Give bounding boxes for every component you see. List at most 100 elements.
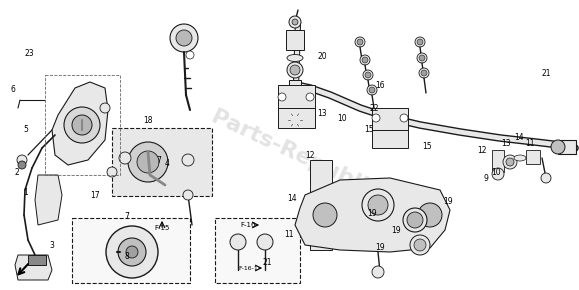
Circle shape	[118, 238, 146, 266]
Polygon shape	[278, 108, 315, 128]
Bar	[112, 128, 212, 196]
Bar	[558, 140, 576, 154]
Circle shape	[72, 115, 92, 135]
Text: 13: 13	[317, 108, 327, 118]
Circle shape	[362, 57, 368, 63]
Circle shape	[186, 51, 194, 59]
Ellipse shape	[514, 155, 526, 161]
Bar	[286, 30, 304, 50]
Circle shape	[357, 39, 363, 45]
Circle shape	[417, 39, 423, 45]
Circle shape	[367, 85, 377, 95]
Circle shape	[290, 65, 300, 75]
Text: 15: 15	[364, 124, 374, 134]
Polygon shape	[278, 85, 315, 108]
Text: 14: 14	[287, 194, 297, 203]
Text: 15: 15	[423, 142, 433, 151]
Circle shape	[365, 72, 371, 78]
Circle shape	[288, 113, 302, 127]
Circle shape	[372, 266, 384, 278]
Text: 5: 5	[23, 124, 28, 134]
Circle shape	[278, 93, 286, 101]
Polygon shape	[372, 108, 408, 130]
Circle shape	[183, 190, 193, 200]
Text: 1: 1	[23, 188, 28, 197]
Circle shape	[369, 87, 375, 93]
Bar	[28, 255, 46, 265]
Text: 21: 21	[262, 258, 272, 267]
Circle shape	[372, 114, 380, 122]
Text: 6: 6	[10, 85, 15, 95]
Circle shape	[410, 235, 430, 255]
Circle shape	[419, 68, 429, 78]
Text: 21: 21	[541, 69, 551, 79]
Text: 7: 7	[124, 211, 129, 221]
Text: 9: 9	[483, 174, 488, 183]
Polygon shape	[35, 175, 62, 225]
Text: 23: 23	[24, 49, 34, 58]
Circle shape	[182, 154, 194, 166]
Text: 13: 13	[501, 139, 511, 148]
Polygon shape	[295, 178, 450, 252]
Circle shape	[18, 161, 26, 169]
Circle shape	[100, 103, 110, 113]
Text: Parts-Republic: Parts-Republic	[208, 107, 382, 203]
Circle shape	[363, 70, 373, 80]
Circle shape	[551, 140, 565, 154]
Text: 4: 4	[165, 159, 170, 168]
Text: 19: 19	[368, 209, 378, 218]
Text: 2: 2	[14, 168, 19, 177]
Text: F-16: F-16	[240, 222, 256, 228]
Circle shape	[407, 212, 423, 228]
Ellipse shape	[287, 55, 303, 61]
Text: 22: 22	[369, 104, 379, 113]
Circle shape	[287, 62, 303, 78]
Bar	[72, 218, 190, 283]
Bar	[215, 218, 300, 283]
Text: 12: 12	[478, 146, 487, 155]
Text: F-15: F-15	[155, 225, 170, 231]
Text: 19: 19	[443, 197, 453, 206]
Circle shape	[107, 167, 117, 177]
Text: 18: 18	[144, 116, 153, 125]
Circle shape	[128, 142, 168, 182]
Circle shape	[421, 70, 427, 76]
Circle shape	[64, 107, 100, 143]
Text: F-16-1: F-16-1	[238, 266, 258, 271]
Circle shape	[417, 53, 427, 63]
Text: 19: 19	[391, 226, 401, 235]
Bar	[45, 75, 120, 175]
Text: 8: 8	[124, 252, 129, 261]
Bar	[526, 150, 540, 164]
Text: 11: 11	[525, 139, 534, 148]
Circle shape	[313, 203, 337, 227]
Text: 20: 20	[317, 52, 327, 61]
Circle shape	[414, 239, 426, 251]
Text: 3: 3	[49, 240, 54, 250]
Circle shape	[106, 226, 158, 278]
Circle shape	[506, 158, 514, 166]
Text: 16: 16	[375, 81, 385, 90]
Circle shape	[292, 19, 298, 25]
Text: 12: 12	[305, 151, 314, 160]
Circle shape	[360, 55, 370, 65]
Bar	[492, 150, 504, 172]
Circle shape	[289, 16, 301, 28]
Polygon shape	[372, 130, 408, 148]
Circle shape	[257, 234, 273, 250]
Circle shape	[400, 114, 408, 122]
Text: 10: 10	[491, 168, 501, 177]
Text: 19: 19	[375, 243, 385, 253]
Text: 11: 11	[284, 230, 293, 240]
Circle shape	[418, 203, 442, 227]
Text: 10: 10	[337, 114, 347, 124]
Text: 17: 17	[90, 191, 100, 200]
Polygon shape	[15, 255, 52, 280]
Circle shape	[126, 246, 138, 258]
Circle shape	[176, 30, 192, 46]
Circle shape	[541, 173, 551, 183]
Polygon shape	[310, 160, 332, 250]
Circle shape	[17, 155, 27, 165]
Text: 14: 14	[514, 133, 524, 142]
Circle shape	[355, 37, 365, 47]
